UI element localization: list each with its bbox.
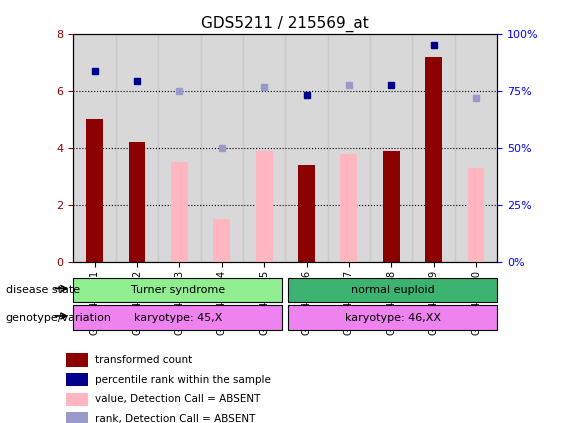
Bar [73, 278, 282, 302]
Text: genotype/variation: genotype/variation [6, 313, 112, 323]
Title: GDS5211 / 215569_at: GDS5211 / 215569_at [202, 16, 369, 33]
Bar [370, 34, 412, 262]
Bar [288, 305, 497, 330]
Bar [171, 162, 188, 262]
Text: value, Detection Call = ABSENT: value, Detection Call = ABSENT [95, 394, 260, 404]
Bar [383, 151, 399, 262]
Bar [328, 34, 370, 262]
Bar [73, 305, 282, 330]
Bar [66, 353, 88, 367]
Text: transformed count: transformed count [95, 355, 192, 365]
Bar [255, 151, 273, 262]
Bar [116, 34, 158, 262]
Bar [285, 34, 328, 262]
Text: karyotype: 46,XX: karyotype: 46,XX [345, 313, 441, 323]
Bar [201, 34, 243, 262]
Text: rank, Detection Call = ABSENT: rank, Detection Call = ABSENT [95, 414, 255, 423]
Bar [298, 165, 315, 262]
Bar [66, 412, 88, 423]
Text: Turner syndrome: Turner syndrome [131, 285, 225, 295]
Bar [128, 142, 145, 262]
Bar [66, 373, 88, 387]
Bar [468, 168, 485, 262]
Text: normal euploid: normal euploid [351, 285, 434, 295]
Bar [214, 220, 231, 262]
Bar [243, 34, 285, 262]
Bar [425, 57, 442, 262]
Bar [66, 393, 88, 406]
Bar [158, 34, 201, 262]
Text: karyotype: 45,X: karyotype: 45,X [134, 313, 222, 323]
Text: disease state: disease state [6, 285, 80, 295]
Bar [340, 154, 358, 262]
Text: percentile rank within the sample: percentile rank within the sample [95, 375, 271, 385]
Bar [288, 278, 497, 302]
Bar [412, 34, 455, 262]
Bar [73, 34, 116, 262]
Bar [455, 34, 497, 262]
Bar [86, 119, 103, 262]
